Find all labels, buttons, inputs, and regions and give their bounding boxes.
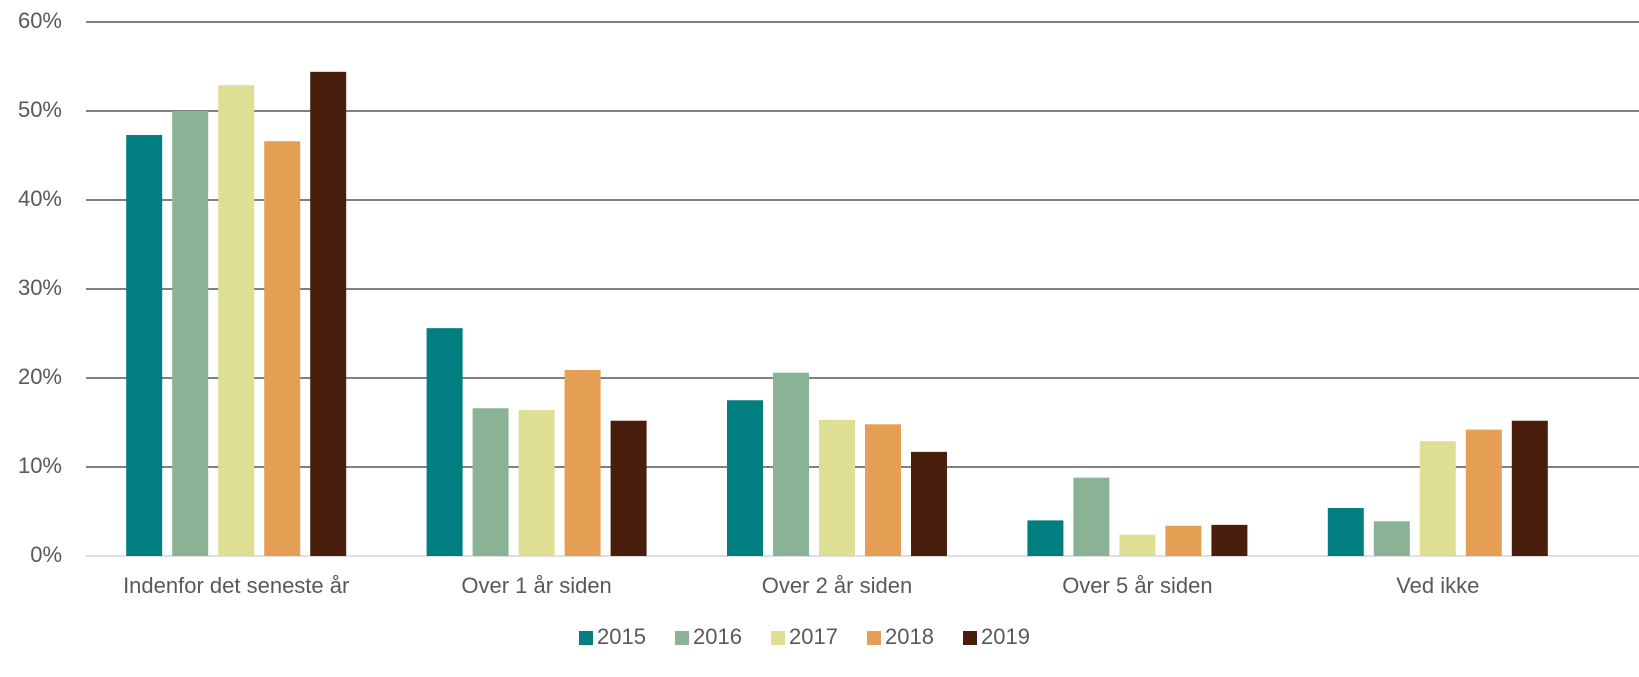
bar [1119,534,1156,556]
bar [865,424,901,556]
bar [1373,521,1410,556]
bar [911,451,947,556]
bar [1027,520,1064,556]
bar [518,410,555,556]
legend-swatch [675,631,689,645]
legend-label: 2016 [693,624,742,649]
bar [472,408,509,556]
bar [1165,525,1202,556]
y-tick-label: 30% [18,275,62,300]
legend-swatch [771,631,785,645]
legend-label: 2018 [885,624,934,649]
bar [264,141,301,556]
bar [1073,477,1110,556]
bar [218,85,255,556]
bar [426,328,463,556]
y-tick-label: 40% [18,186,62,211]
bar [126,135,163,556]
legend-label: 2015 [597,624,646,649]
bar [310,71,347,556]
legend-label: 2019 [981,624,1030,649]
bar [610,420,647,556]
legend-swatch [963,631,977,645]
y-tick-label: 60% [18,8,62,33]
bar [1327,507,1364,556]
legend-swatch [579,631,593,645]
legend-swatch [867,631,881,645]
bar [819,419,855,556]
y-tick-label: 50% [18,97,62,122]
bar [1419,441,1456,556]
y-tick-label: 10% [18,453,62,478]
bar [172,111,209,556]
y-tick-label: 20% [18,364,62,389]
x-tick-label: Over 5 år siden [1062,573,1212,598]
bar [1511,420,1548,556]
bar [564,369,601,556]
x-tick-label: Over 1 år siden [461,573,611,598]
x-tick-label: Ved ikke [1396,573,1479,598]
y-tick-label: 0% [30,542,62,567]
bar [727,400,763,556]
x-tick-label: Indenfor det seneste år [123,573,349,598]
x-tick-label: Over 2 år siden [762,573,912,598]
bar [1465,429,1502,556]
bar [1211,524,1248,556]
legend-label: 2017 [789,624,838,649]
bar [773,372,809,556]
